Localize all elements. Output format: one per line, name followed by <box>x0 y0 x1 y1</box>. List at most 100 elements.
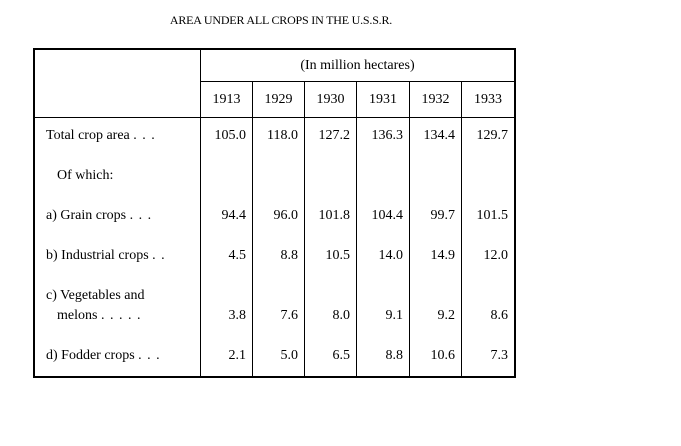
row-spacer <box>357 186 403 206</box>
row-spacer <box>201 186 246 206</box>
value-cell: 6.5 <box>332 348 351 363</box>
row-spacer <box>253 166 298 186</box>
leader-dots: . . <box>152 248 166 263</box>
row-spacer <box>305 186 350 206</box>
label-text: Total crop area <box>46 128 130 143</box>
row-spacer <box>46 326 200 346</box>
row-spacer <box>305 286 350 306</box>
row-labels: Total crop area . . . Of which: a) Grain… <box>33 117 201 378</box>
value-cell: 10.5 <box>325 248 351 263</box>
value-cell: 104.4 <box>371 208 404 223</box>
year-header: 1913 <box>200 81 253 118</box>
row-label-fodder: d) Fodder crops . . . <box>46 346 200 366</box>
row-spacer <box>462 166 508 186</box>
row-spacer <box>357 226 403 246</box>
year-header: 1931 <box>356 81 410 118</box>
row-spacer <box>357 146 403 166</box>
row-label-of-which: Of which: <box>46 166 200 186</box>
row-spacer <box>357 166 403 186</box>
value-cell: 8.6 <box>490 308 509 323</box>
column-1932: 134.4 99.7 14.9 9.2 10.6 <box>409 117 462 378</box>
value-cell: 10.6 <box>430 348 456 363</box>
value-cell: 129.7 <box>476 128 509 143</box>
value-cell: 101.8 <box>318 208 351 223</box>
label-text: c) Vegetables and <box>46 288 145 303</box>
row-spacer <box>462 146 508 166</box>
row-spacer <box>201 226 246 246</box>
row-spacer <box>46 186 200 206</box>
table-header-row: (In million hectares) <box>33 48 516 118</box>
row-spacer <box>410 146 455 166</box>
crop-area-table: (In million hectares) 1913 1929 1930 193… <box>33 48 516 378</box>
label-text: d) Fodder crops <box>46 348 135 363</box>
label-text: melons <box>57 308 98 323</box>
value-cell: 134.4 <box>423 128 456 143</box>
column-1931: 136.3 104.4 14.0 9.1 8.8 <box>356 117 410 378</box>
year-header-row: 1913 1929 1930 1931 1932 1933 <box>34 81 516 118</box>
column-1933: 129.7 101.5 12.0 8.6 7.3 <box>461 117 516 378</box>
row-spacer <box>357 326 403 346</box>
row-spacer <box>305 226 350 246</box>
row-spacer <box>253 326 298 346</box>
leader-dots: . . . <box>133 128 156 143</box>
row-spacer <box>253 226 298 246</box>
value-cell: 136.3 <box>371 128 404 143</box>
label-text: a) Grain crops <box>46 208 127 223</box>
row-spacer <box>46 146 200 166</box>
row-spacer <box>201 266 246 286</box>
row-spacer <box>410 286 455 306</box>
value-cell: 7.6 <box>280 308 299 323</box>
value-cell: 8.0 <box>332 308 351 323</box>
value-cell: 14.0 <box>378 248 404 263</box>
row-spacer <box>410 266 455 286</box>
row-label-total: Total crop area . . . <box>46 126 200 146</box>
value-cell: 2.1 <box>228 348 247 363</box>
year-header: 1929 <box>252 81 305 118</box>
row-label-melons: melons . . . . . <box>46 306 200 326</box>
value-cell: 3.8 <box>228 308 247 323</box>
row-spacer <box>305 326 350 346</box>
value-cell: 105.0 <box>214 128 247 143</box>
value-cell: 8.8 <box>280 248 299 263</box>
row-spacer <box>201 146 246 166</box>
row-spacer <box>410 186 455 206</box>
row-spacer <box>462 266 508 286</box>
row-spacer <box>46 266 200 286</box>
value-cell: 96.0 <box>273 208 299 223</box>
row-spacer <box>201 166 246 186</box>
year-header: 1932 <box>409 81 462 118</box>
label-text: b) Industrial crops <box>46 248 149 263</box>
row-label-industrial: b) Industrial crops . . <box>46 246 200 266</box>
table-body-row: Total crop area . . . Of which: a) Grain… <box>33 117 516 378</box>
unit-header: (In million hectares) <box>200 48 516 82</box>
row-spacer <box>253 286 298 306</box>
header-blank-cell <box>33 48 201 118</box>
label-text: Of which: <box>57 168 114 183</box>
value-cell: 4.5 <box>228 248 247 263</box>
row-spacer <box>357 286 403 306</box>
leader-dots: . . . . . <box>100 308 142 323</box>
row-spacer <box>46 226 200 246</box>
row-spacer <box>462 226 508 246</box>
value-cell: 94.4 <box>221 208 247 223</box>
row-spacer <box>357 266 403 286</box>
row-label-vegetables: c) Vegetables and <box>46 286 200 306</box>
column-1929: 118.0 96.0 8.8 7.6 5.0 <box>252 117 305 378</box>
year-header: 1933 <box>461 81 516 118</box>
value-cell: 14.9 <box>430 248 456 263</box>
row-spacer <box>253 146 298 166</box>
value-cell: 8.8 <box>385 348 404 363</box>
value-cell: 9.2 <box>437 308 456 323</box>
row-spacer <box>462 186 508 206</box>
row-spacer <box>201 286 246 306</box>
row-spacer <box>305 166 350 186</box>
row-spacer <box>253 186 298 206</box>
column-1930: 127.2 101.8 10.5 8.0 6.5 <box>304 117 357 378</box>
value-cell: 12.0 <box>483 248 509 263</box>
row-spacer <box>305 266 350 286</box>
value-cell: 101.5 <box>476 208 509 223</box>
value-cell: 5.0 <box>280 348 299 363</box>
row-spacer <box>410 326 455 346</box>
row-spacer <box>410 226 455 246</box>
page-title: AREA UNDER ALL CROPS IN THE U.S.S.R. <box>169 13 393 27</box>
